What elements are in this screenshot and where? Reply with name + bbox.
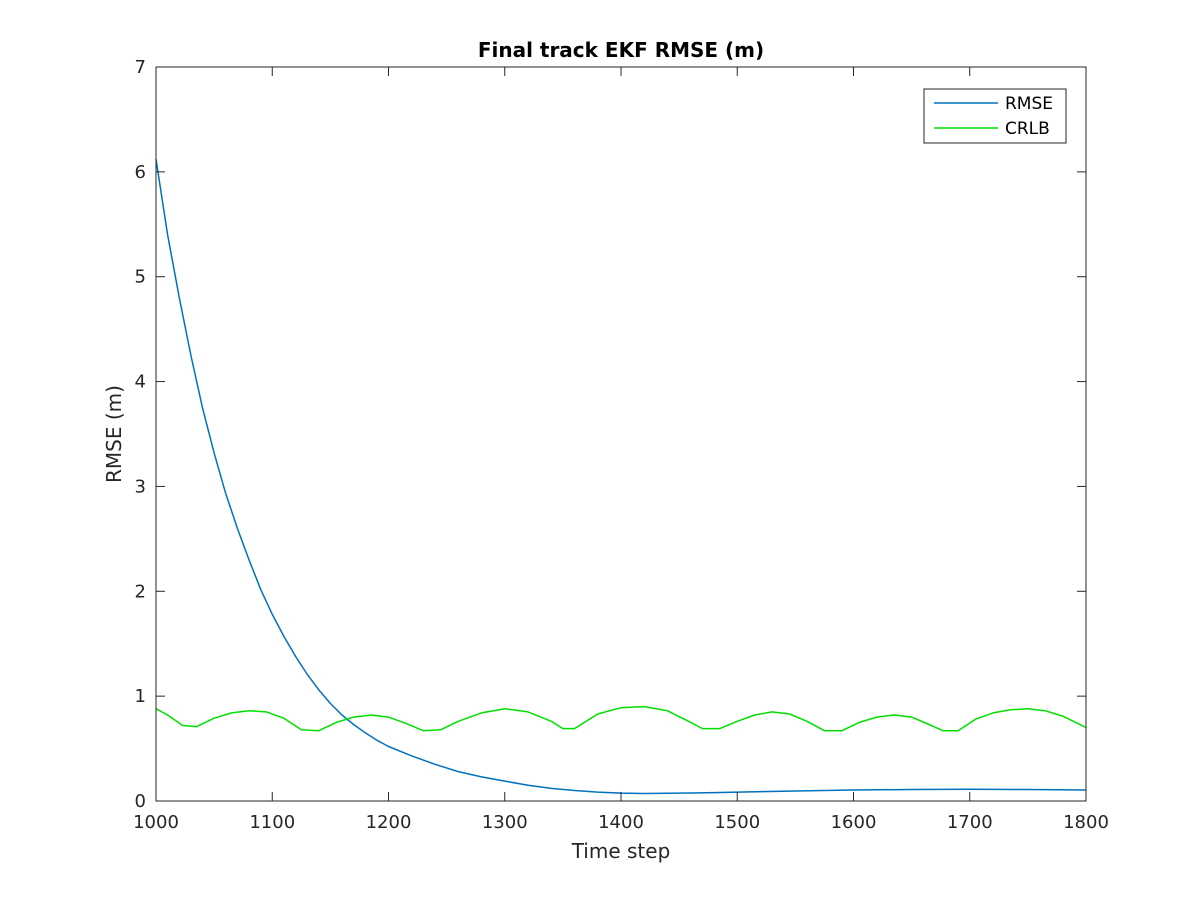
- x-axis-label: Time step: [571, 839, 671, 863]
- x-tick-label: 1600: [831, 812, 877, 833]
- x-tick-label: 1500: [714, 812, 760, 833]
- x-tick-label: 1400: [598, 812, 644, 833]
- x-tick-label: 1700: [947, 812, 993, 833]
- y-tick-label: 7: [135, 57, 146, 78]
- y-tick-label: 6: [135, 162, 146, 183]
- series-line-crlb: [155, 705, 1087, 732]
- legend-box: [923, 88, 1067, 144]
- legend-label-rmse: RMSE: [1005, 94, 1053, 114]
- legend: RMSE CRLB: [923, 88, 1067, 144]
- y-tick-label: 4: [135, 372, 146, 393]
- x-tick-label: 1200: [366, 812, 412, 833]
- x-tick-label: 1100: [249, 812, 295, 833]
- y-axis-label: RMSE (m): [102, 385, 126, 483]
- legend-label-crlb: CRLB: [1005, 119, 1050, 139]
- y-tick-label: 1: [135, 686, 146, 707]
- x-tick-label: 1300: [482, 812, 528, 833]
- series-layer: [155, 159, 1087, 795]
- x-tick-label: 1000: [133, 812, 179, 833]
- tick-layer: 1000 1100 1200 1300 1400 1500 1600 1700 1800 0 1 2 3…: [133, 57, 1109, 833]
- y-tick-label: 2: [135, 581, 146, 602]
- plot-background: [156, 67, 1086, 801]
- series-line-rmse: [155, 159, 1087, 795]
- chart-title: Final track EKF RMSE (m): [478, 38, 764, 62]
- y-tick-label: 0: [135, 791, 146, 812]
- x-tick-label: 1800: [1063, 812, 1109, 833]
- y-tick-label: 5: [135, 267, 146, 288]
- y-tick-label: 3: [135, 476, 146, 497]
